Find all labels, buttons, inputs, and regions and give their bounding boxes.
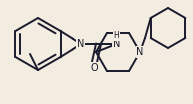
Text: O: O — [91, 63, 98, 73]
Text: N: N — [77, 39, 84, 49]
Text: H: H — [114, 32, 119, 40]
Text: N: N — [113, 39, 120, 49]
Text: N: N — [136, 47, 144, 57]
